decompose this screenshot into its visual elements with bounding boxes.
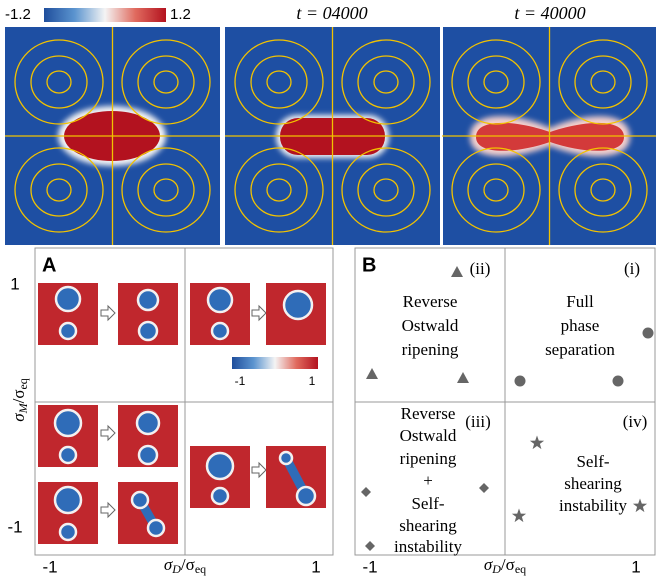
thumbnail xyxy=(118,482,178,544)
thumbnail xyxy=(118,283,178,345)
marker-circle xyxy=(612,375,624,387)
marker-diamond xyxy=(365,541,375,551)
arrow xyxy=(251,304,267,322)
arrow xyxy=(100,304,116,322)
snapshot-2 xyxy=(225,27,440,245)
marker-triangle xyxy=(457,372,469,383)
colorbar-min: -1 xyxy=(235,374,246,388)
region-text: phase xyxy=(561,316,600,335)
region-text: Ostwald xyxy=(400,426,457,445)
y-axis-title: σM/σeq xyxy=(9,378,30,422)
marker-star xyxy=(511,508,527,523)
marker-star xyxy=(632,498,648,513)
region-text: separation xyxy=(545,340,615,359)
x-tick-label: 1 xyxy=(311,557,320,576)
x-tick-label: -1 xyxy=(42,557,57,576)
panel-b xyxy=(354,247,656,556)
region-text: ripening xyxy=(400,449,457,468)
region-id: (iii) xyxy=(465,412,491,431)
thumbnail xyxy=(38,482,98,544)
arrow xyxy=(251,461,267,479)
x-axis-title: σD/σeq xyxy=(164,555,206,576)
panel-a xyxy=(34,247,334,556)
region-id: (ii) xyxy=(470,259,491,278)
colorbar-max: 1 xyxy=(309,374,316,388)
region-text: Reverse xyxy=(401,404,456,423)
colorbar xyxy=(44,8,166,22)
thumbnail xyxy=(38,405,98,467)
colorbar-max: 1.2 xyxy=(170,6,191,23)
marker-diamond xyxy=(361,487,371,497)
arrow xyxy=(100,501,116,519)
region-text: + xyxy=(423,471,433,490)
region-text: ripening xyxy=(402,340,459,359)
arrow xyxy=(100,424,116,442)
region-text: Self- xyxy=(411,494,444,513)
thumbnail xyxy=(38,283,98,345)
region-text: shearing xyxy=(564,474,622,493)
time-label: t = 40000 xyxy=(514,3,585,23)
marker-star xyxy=(529,435,545,450)
thumbnail xyxy=(266,446,326,508)
x-axis-title: σD/σeq xyxy=(484,555,526,576)
region-id: (iv) xyxy=(623,412,648,431)
y-tick-label: -1 xyxy=(7,517,22,536)
snapshot-3 xyxy=(442,27,656,245)
region-text: instability xyxy=(394,537,463,556)
colorbar-min: -1.2 xyxy=(5,6,31,23)
marker-triangle xyxy=(451,266,463,277)
region-id: (i) xyxy=(624,259,640,278)
snapshot-1 xyxy=(5,27,220,245)
region-text: instability xyxy=(559,496,628,515)
region-text: shearing xyxy=(399,516,457,535)
colorbar xyxy=(232,357,318,369)
marker-diamond xyxy=(479,483,489,493)
region-text: Ostwald xyxy=(402,316,459,335)
x-tick-label: -1 xyxy=(362,557,377,576)
thumbnail xyxy=(118,405,178,467)
region-text: Reverse xyxy=(403,292,458,311)
marker-circle xyxy=(514,375,526,387)
thumbnail xyxy=(190,446,250,508)
marker-circle xyxy=(642,327,654,339)
region-text: Self- xyxy=(576,452,609,471)
marker-triangle xyxy=(366,368,378,379)
panel-label: A xyxy=(42,254,56,276)
region-text: Full xyxy=(566,292,594,311)
time-label: t = 04000 xyxy=(296,3,367,23)
x-tick-label: 1 xyxy=(631,557,640,576)
thumbnail xyxy=(190,283,250,345)
panel-label: B xyxy=(362,254,376,276)
y-tick-label: 1 xyxy=(10,274,19,293)
thumbnail xyxy=(266,283,326,345)
